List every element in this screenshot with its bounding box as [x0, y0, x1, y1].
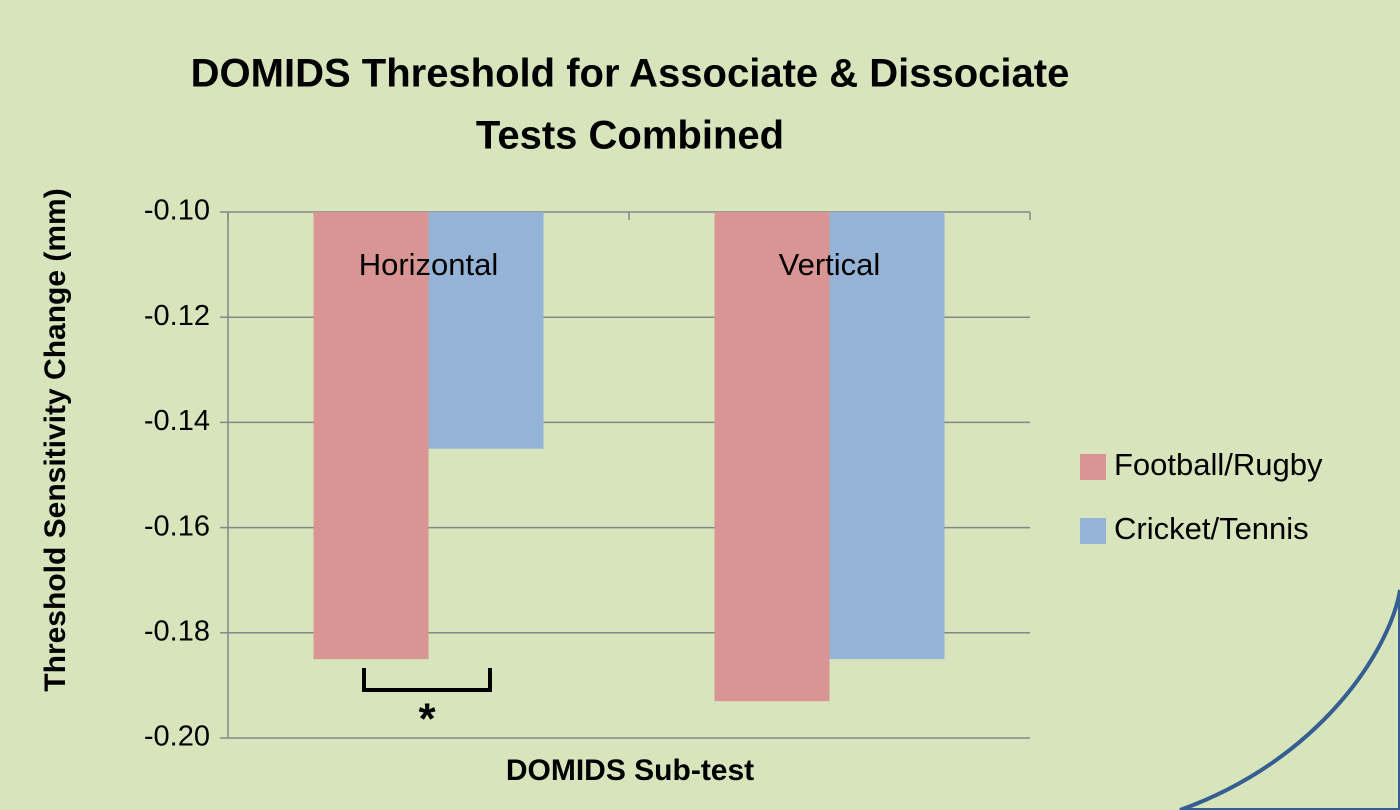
bar: [714, 212, 830, 702]
category-label: Horizontal: [359, 247, 499, 282]
annotation: *: [418, 695, 436, 744]
chart-title: Tests Combined: [476, 114, 784, 158]
bar: [829, 212, 945, 660]
x-axis-title: DOMIDS Sub-test: [506, 754, 754, 787]
y-tick-label: -0.10: [144, 195, 210, 227]
category-label: Vertical: [779, 247, 881, 282]
chart-title: DOMIDS Threshold for Associate & Dissoci…: [191, 52, 1070, 96]
legend-swatch: [1080, 518, 1106, 544]
y-tick-label: -0.12: [144, 300, 210, 332]
significance-bracket: [362, 668, 492, 692]
y-axis-title: Threshold Sensitivity Change (mm): [39, 188, 72, 691]
y-tick-label: -0.20: [144, 721, 210, 753]
legend-swatch: [1080, 454, 1106, 480]
y-tick-label: -0.14: [144, 405, 210, 437]
legend-label: Cricket/Tennis: [1114, 511, 1309, 546]
y-tick-label: -0.16: [144, 510, 210, 542]
bar: [313, 212, 429, 660]
bar: [428, 212, 544, 449]
y-tick-label: -0.18: [144, 615, 210, 647]
decor-curve: [1179, 589, 1400, 810]
legend-label: Football/Rugby: [1114, 447, 1323, 482]
